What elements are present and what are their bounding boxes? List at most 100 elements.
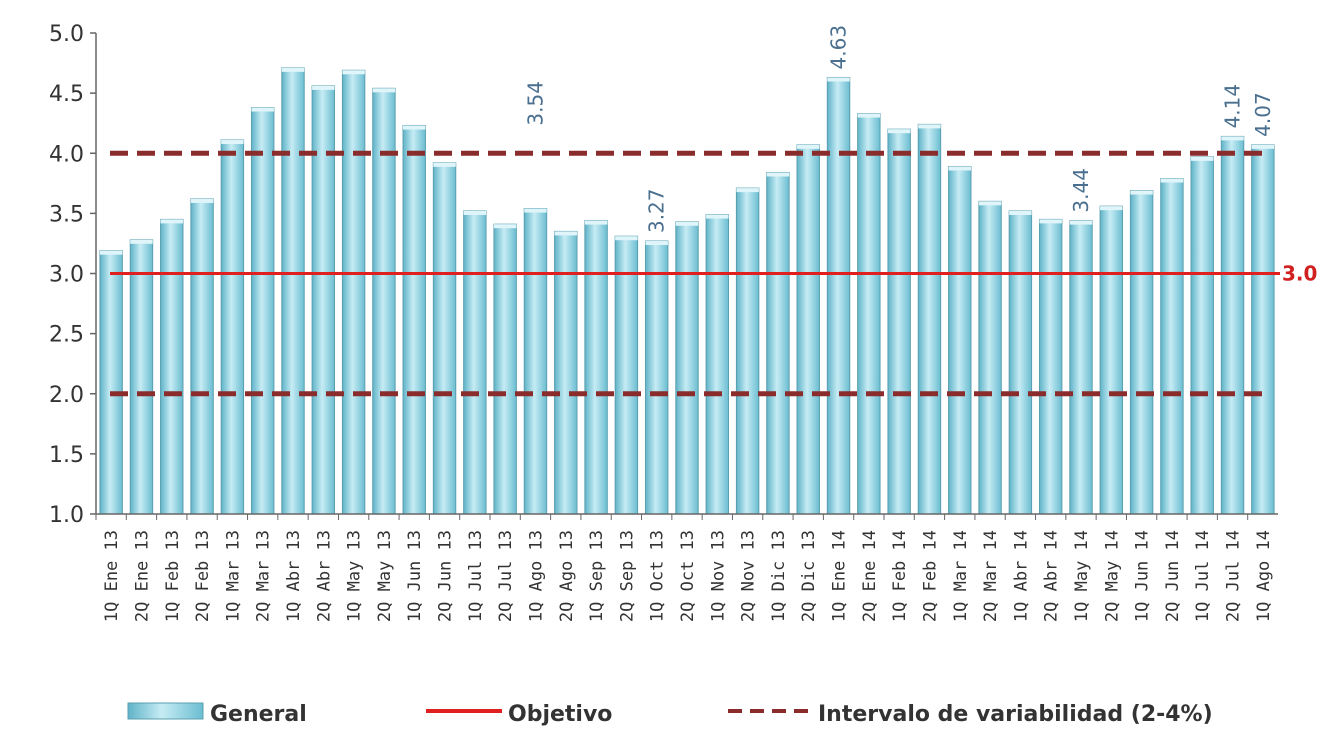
x-tick-label: 1Q Mar 13 (223, 530, 243, 622)
x-tick-label: 1Q Jun 14 (1133, 530, 1153, 622)
bar (644, 240, 669, 515)
reference-lines: 3.0 (110, 150, 1317, 397)
bar-cap (1130, 190, 1153, 195)
data-labels: 3.54 3.27 4.63 3.44 4.14 4.07 (523, 25, 1274, 233)
x-tick-label: 1Q Feb 13 (163, 530, 183, 622)
y-tick-label: 3.0 (49, 263, 84, 288)
x-tick-label: 1Q Feb 14 (890, 530, 910, 622)
x-tick-label: 2Q Jul 14 (1224, 530, 1244, 622)
x-tick-label: 2Q Feb 13 (193, 530, 213, 622)
bar-cap (463, 210, 487, 215)
legend-label-objetivo: Objetivo (508, 702, 612, 727)
x-tick-label: 2Q Jun 14 (1163, 530, 1183, 622)
bar (402, 125, 426, 515)
x-tick-label: 2Q Mar 14 (981, 530, 1001, 622)
bar (523, 208, 548, 515)
x-tick-label: 1Q Abr 14 (1011, 530, 1031, 622)
bar (432, 162, 457, 515)
y-tick-label: 1.0 (49, 503, 84, 528)
legend-label-intervalo: Intervalo de variabilidad (2-4%) (818, 702, 1213, 727)
bar-cap (918, 124, 941, 129)
objective-label: 3.0 (1282, 262, 1317, 286)
x-tick-label: 1Q Oct 13 (648, 530, 668, 622)
x-tick-label: 2Q Jul 13 (496, 530, 516, 622)
y-axis: 1.0 1.5 2.0 2.5 3.0 3.5 4.0 4.5 5.0 (49, 22, 97, 528)
bar-cap (857, 113, 881, 118)
bar (99, 250, 123, 515)
bar (796, 144, 820, 515)
y-tick-label: 4.0 (49, 142, 84, 167)
x-tick-label: 2Q Ene 14 (860, 530, 880, 622)
data-label: 3.27 (645, 189, 669, 234)
bar-cap (221, 140, 244, 145)
bar-cap (675, 221, 699, 226)
bar (190, 198, 214, 515)
data-label: 3.44 (1069, 168, 1093, 213)
x-tick-label: 1Q Ago 14 (1254, 530, 1274, 622)
bar (948, 165, 972, 515)
bar (250, 107, 275, 515)
bar (735, 187, 760, 515)
bar-cap (372, 88, 396, 93)
bar-cap (281, 67, 305, 72)
x-tick-label: 2Q Sep 13 (617, 530, 637, 622)
bar-cap (342, 70, 365, 75)
x-tick-label: 2Q Oct 13 (678, 530, 698, 622)
bar-cap (827, 77, 850, 82)
x-tick-label: 2Q Feb 14 (920, 530, 940, 622)
x-tick-label: 2Q Abr 14 (1042, 530, 1062, 622)
y-tick-label: 5.0 (49, 22, 84, 47)
bar-cap (887, 129, 911, 134)
bar (1008, 210, 1033, 515)
x-tick-label: 2Q Abr 13 (314, 530, 334, 622)
bar-cap (1100, 206, 1123, 211)
bar-series-general (99, 67, 1275, 515)
bar-cap (1160, 178, 1184, 183)
bar (311, 85, 336, 515)
bar (1160, 178, 1184, 515)
bar (160, 218, 184, 515)
bar-cap (190, 198, 214, 203)
bar-cap (433, 162, 456, 167)
bar (887, 128, 911, 515)
x-tick-label: 1Q Jul 13 (466, 530, 486, 622)
bar-cap (1251, 144, 1275, 149)
bar-cap (978, 201, 1002, 206)
bar (917, 123, 942, 515)
bar-cap (251, 107, 274, 112)
bar-cap (524, 208, 547, 213)
bar-cap (160, 219, 183, 224)
y-tick-label: 2.0 (49, 383, 84, 408)
bar-cap (99, 250, 123, 255)
x-tick-label: 1Q Ene 14 (830, 530, 850, 622)
bar-cap (554, 231, 577, 236)
bar (1129, 190, 1154, 515)
x-tick-label: 1Q Abr 13 (284, 530, 304, 622)
legend-label-general: General (210, 702, 307, 727)
bar (857, 113, 881, 515)
data-label: 4.63 (827, 25, 851, 70)
x-tick-label: 1Q Nov 13 (708, 530, 728, 622)
y-tick-label: 3.5 (49, 202, 84, 227)
y-tick-label: 1.5 (49, 443, 84, 468)
x-tick-label: 1Q Mar 14 (951, 530, 971, 622)
bar-cap (1039, 219, 1062, 224)
bar (705, 214, 730, 515)
bar (281, 67, 305, 515)
bar (1099, 205, 1124, 515)
x-tick-label: 1Q Jun 13 (405, 530, 425, 622)
x-tick-label: 2Q Nov 13 (739, 530, 759, 622)
x-tick-label: 1Q May 14 (1072, 530, 1092, 622)
bar (1251, 144, 1275, 515)
x-tick-label: 1Q May 13 (345, 530, 365, 622)
x-tick-label: 1Q Ene 13 (102, 530, 122, 622)
data-label: 4.14 (1221, 84, 1245, 129)
bar (614, 235, 639, 515)
bar (1069, 220, 1093, 515)
x-tick-label: 2Q Dic 13 (799, 530, 819, 622)
x-tick-label: 2Q May 14 (1102, 530, 1122, 622)
bar-cap (1221, 136, 1244, 141)
bar (463, 210, 487, 515)
